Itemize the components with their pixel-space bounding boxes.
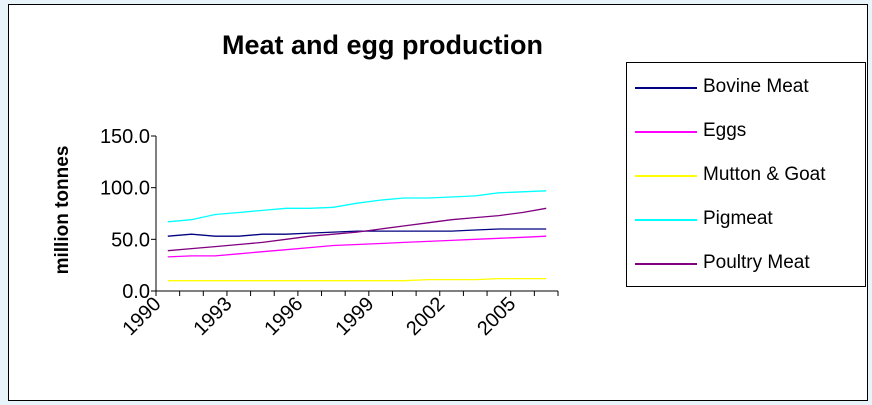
series-line-mutton-goat [167,277,547,282]
y-tick-label: 150.0 [100,126,150,148]
legend-swatch [635,131,697,133]
legend-swatch [635,263,697,265]
series-line-poultry-meat [167,207,547,252]
series-line-eggs [167,235,547,258]
legend-item: Mutton & Goat [627,161,863,191]
legend: Bovine Meat Eggs Mutton & Goat Pigmeat Poult… [626,62,866,287]
y-tick-label: 0.0 [122,281,150,303]
legend-label: Poultry Meat [703,252,810,273]
y-tick-label: 100.0 [100,178,150,200]
legend-label: Pigmeat [703,208,773,229]
legend-item: Pigmeat [627,205,863,235]
legend-label: Eggs [703,120,747,141]
legend-swatch [635,87,697,89]
legend-label: Mutton & Goat [703,164,826,185]
series-line-pigmeat [167,190,547,223]
x-tick-label: 1999 [331,293,378,340]
legend-swatch [635,175,697,177]
x-tick-label: 1996 [260,293,307,340]
x-tick-label: 2002 [402,293,449,340]
series-line-bovine-meat [167,228,547,237]
chart-title: Meat and egg production [222,30,543,60]
legend-item: Poultry Meat [627,249,863,279]
legend-swatch [635,219,697,221]
x-tick-label: 2005 [473,293,520,340]
x-tick-label: 1993 [189,293,236,340]
y-tick-label: 50.0 [111,229,150,251]
legend-item: Bovine Meat [627,73,863,103]
legend-item: Eggs [627,117,863,147]
legend-label: Bovine Meat [703,76,809,97]
